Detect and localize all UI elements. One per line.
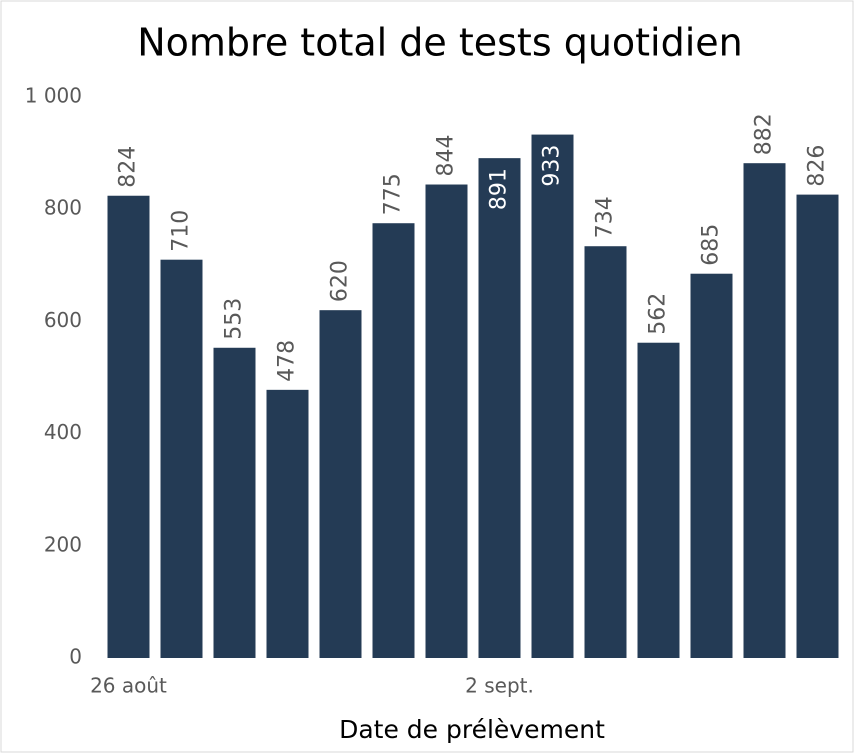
bar [425, 184, 468, 659]
bar [584, 246, 627, 658]
x-axis-label: Date de prélèvement [339, 715, 605, 744]
data-label: 891 [487, 168, 512, 210]
data-label: 710 [169, 210, 194, 252]
data-label: 478 [275, 340, 300, 382]
bar [372, 223, 415, 658]
data-label: 826 [805, 145, 830, 187]
data-label: 620 [328, 260, 353, 302]
y-tick-label: 800 [44, 196, 82, 220]
y-tick-label: 200 [44, 532, 82, 556]
bar [796, 194, 839, 658]
bar [266, 389, 309, 658]
bar [637, 342, 680, 658]
y-tick-label: 1 000 [25, 84, 82, 108]
bar [160, 259, 203, 658]
data-label: 685 [699, 224, 724, 266]
y-tick-label: 600 [44, 308, 82, 332]
y-tick-label: 0 [69, 645, 82, 669]
data-label: 824 [116, 146, 141, 188]
data-label: 562 [646, 293, 671, 335]
bar [478, 158, 521, 659]
x-tick-label: 2 sept. [465, 674, 534, 698]
bar [107, 195, 150, 658]
data-label: 933 [540, 145, 565, 187]
chart-title: Nombre total de tests quotidien [137, 21, 743, 65]
data-label: 844 [434, 135, 459, 177]
bar [319, 310, 362, 658]
data-label: 775 [381, 173, 406, 215]
bar [531, 134, 574, 658]
bar [213, 347, 256, 658]
bar [690, 273, 733, 658]
x-tick-label: 26 août [90, 674, 167, 698]
data-label: 734 [593, 196, 618, 238]
data-label: 882 [752, 113, 777, 155]
y-tick-label: 400 [44, 420, 82, 444]
data-label: 553 [222, 298, 247, 340]
bar [743, 163, 786, 658]
